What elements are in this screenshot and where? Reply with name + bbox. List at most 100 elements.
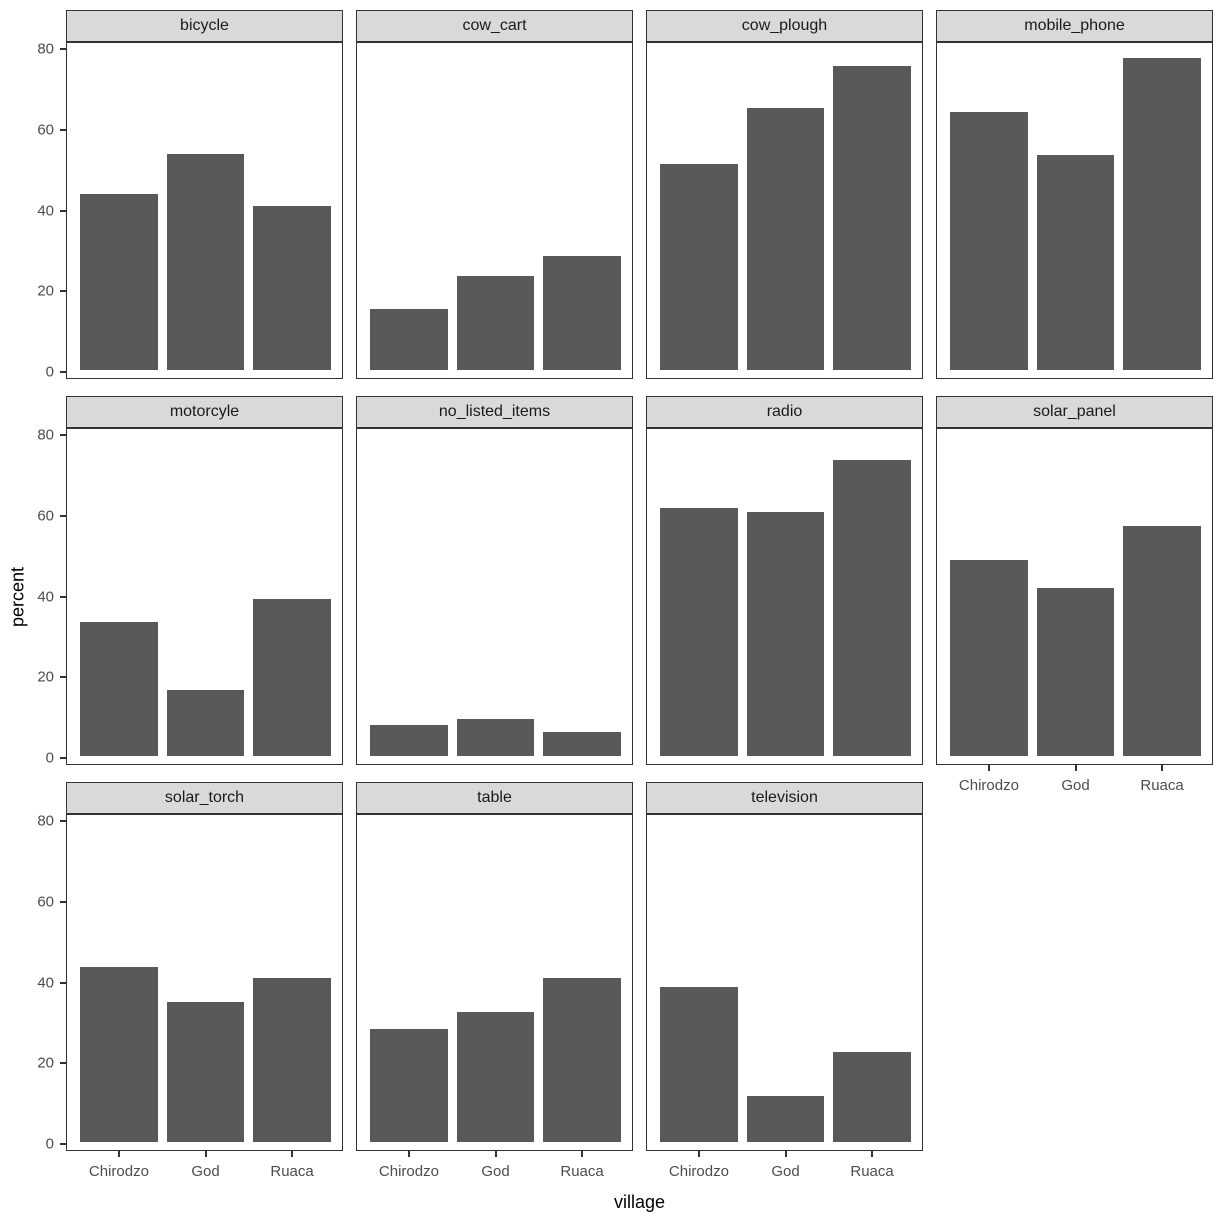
bar-cow_cart-Chirodzo xyxy=(369,309,448,370)
facet-strip: television xyxy=(646,782,923,814)
bar-no_listed_items-Chirodzo xyxy=(369,724,448,756)
y-tick-label: 0 xyxy=(45,363,54,381)
facet-panel: Chirodzo God Ruaca xyxy=(356,814,633,1179)
facet-title: cow_plough xyxy=(741,17,828,34)
facet-title: radio xyxy=(766,403,803,420)
facet-cow_plough: cow_plough xyxy=(646,10,923,379)
y-tick-label: 80 xyxy=(37,40,54,58)
bar-solar_torch-Ruaca xyxy=(253,978,332,1142)
x-tick-label: Ruaca xyxy=(560,1163,604,1180)
facet-title: solar_torch xyxy=(164,789,245,806)
bar-solar_torch-God xyxy=(166,1002,245,1142)
facet-strip: solar_panel xyxy=(936,396,1213,428)
y-tick-mark xyxy=(60,757,66,759)
facet-title: solar_panel xyxy=(1033,403,1116,420)
bar-radio-God xyxy=(746,512,825,756)
facet-title: television xyxy=(751,789,818,806)
y-tick-mark xyxy=(60,981,66,984)
bar-motorcyle-God xyxy=(166,690,245,756)
bar-television-Ruaca xyxy=(833,1051,912,1142)
y-tick-label: 40 xyxy=(37,974,54,992)
x-tick-label: God xyxy=(771,1163,800,1180)
facet-panel: Chirodzo God Ruaca xyxy=(646,814,923,1179)
facet-panel: 0 20 40 60 80 xyxy=(37,42,343,380)
facet-mobile_phone: mobile_phone xyxy=(936,10,1213,379)
x-tick-label: Chirodzo xyxy=(668,1163,729,1180)
x-tick-mark xyxy=(494,1151,497,1157)
facet-solar_torch: solar_torch 0 20 40 60 80 Chirodzo God Ruaca xyxy=(37,782,343,1179)
y-tick-label: 60 xyxy=(37,507,54,525)
x-tick-mark xyxy=(204,1151,207,1157)
bar-table-God xyxy=(456,1011,535,1142)
facet-strip: table xyxy=(356,782,633,814)
bar-radio-Ruaca xyxy=(833,459,912,756)
facet-television: television Chirodzo God Ruaca xyxy=(646,782,923,1179)
facet-motorcyle: motorcyle 0 20 40 60 80 xyxy=(37,396,343,766)
bar-solar_panel-God xyxy=(1036,587,1115,756)
x-tick-mark xyxy=(987,765,990,771)
facet-strip: cow_cart xyxy=(356,10,633,42)
y-tick-mark xyxy=(60,595,66,598)
facet-panel: Chirodzo God Ruaca xyxy=(936,428,1213,793)
y-tick-label: 40 xyxy=(37,202,54,220)
bar-cow_cart-Ruaca xyxy=(543,255,622,370)
y-tick-label: 60 xyxy=(37,893,54,911)
bar-motorcyle-Chirodzo xyxy=(79,621,158,756)
x-tick-label: God xyxy=(481,1163,510,1180)
y-tick-mark xyxy=(60,209,66,212)
facet-strip: mobile_phone xyxy=(936,10,1213,42)
x-tick-label: Ruaca xyxy=(270,1163,314,1180)
facet-no_listed_items: no_listed_items xyxy=(356,396,633,765)
x-tick-mark xyxy=(871,1151,874,1157)
facet-title: motorcyle xyxy=(169,403,240,420)
x-tick-mark xyxy=(291,1151,294,1157)
bar-television-God xyxy=(746,1095,825,1142)
y-tick-mark xyxy=(60,434,66,437)
facet-strip: bicycle xyxy=(66,10,343,42)
facet-title: mobile_phone xyxy=(1024,17,1125,34)
facet-solar_panel: solar_panel Chirodzo God Ruaca xyxy=(936,396,1213,793)
y-tick-mark xyxy=(60,371,66,373)
facet-panel: 0 20 40 60 80 Chirodzo God Ruaca xyxy=(37,814,343,1179)
facet-title: no_listed_items xyxy=(438,403,551,420)
y-tick-mark xyxy=(60,676,66,679)
y-tick-mark xyxy=(60,128,66,131)
bar-solar_panel-Chirodzo xyxy=(949,559,1028,756)
bar-cow_plough-God xyxy=(746,108,825,370)
bar-mobile_phone-Chirodzo xyxy=(949,112,1028,370)
facet-cow_cart: cow_cart xyxy=(356,10,633,379)
x-tick-label: Chirodzo xyxy=(88,1163,149,1180)
bar-solar_panel-Ruaca xyxy=(1123,526,1202,756)
facet-title: cow_cart xyxy=(462,17,527,34)
bar-no_listed_items-God xyxy=(456,718,535,756)
y-tick-mark xyxy=(60,514,66,517)
facet-bicycle: bicycle 0 20 40 60 80 xyxy=(37,10,343,380)
facet-strip: solar_torch xyxy=(66,782,343,814)
x-tick-mark xyxy=(581,1151,584,1157)
facet-panel: 0 20 40 60 80 xyxy=(37,428,343,766)
y-tick-mark xyxy=(60,900,66,903)
y-axis-title: percent xyxy=(7,566,28,628)
x-tick-mark xyxy=(1074,765,1077,771)
y-tick-mark xyxy=(60,820,66,823)
bar-table-Chirodzo xyxy=(369,1028,448,1142)
bar-bicycle-Ruaca xyxy=(253,205,332,370)
bar-motorcyle-Ruaca xyxy=(253,599,332,756)
facet-title: table xyxy=(477,789,512,806)
y-tick-label: 40 xyxy=(37,588,54,606)
bar-cow_cart-God xyxy=(456,276,535,370)
y-tick-label: 0 xyxy=(45,749,54,767)
x-tick-label: Chirodzo xyxy=(958,777,1019,794)
x-tick-label: Chirodzo xyxy=(378,1163,439,1180)
x-tick-label: God xyxy=(1061,777,1090,794)
x-tick-mark xyxy=(784,1151,787,1157)
x-tick-mark xyxy=(117,1151,120,1157)
bar-mobile_phone-Ruaca xyxy=(1123,57,1202,370)
facet-table: table Chirodzo God Ruaca xyxy=(356,782,633,1179)
facet-panel xyxy=(936,42,1213,379)
x-tick-label: Ruaca xyxy=(850,1163,894,1180)
facet-panel xyxy=(646,428,923,765)
y-tick-label: 80 xyxy=(37,812,54,830)
bar-solar_torch-Chirodzo xyxy=(79,966,158,1142)
